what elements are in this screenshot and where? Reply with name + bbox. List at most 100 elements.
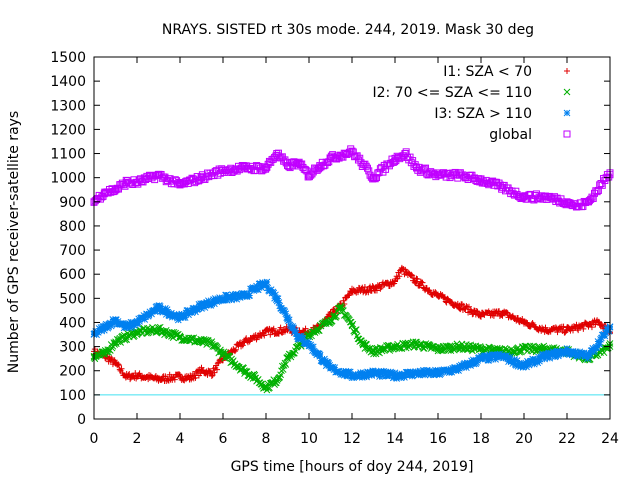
data-point [525,361,533,369]
data-point [302,325,309,332]
data-point [519,315,526,322]
data-point [426,371,434,379]
data-point [396,273,403,280]
data-point [356,154,364,162]
x-tick-label: 6 [219,431,228,447]
data-point [398,266,405,273]
data-point [261,332,268,339]
data-point [180,376,187,383]
data-point [241,367,248,375]
data-point [428,367,436,375]
data-point [272,291,279,299]
data-point [270,325,277,332]
data-point [503,352,511,359]
data-point [155,171,162,179]
data-point [299,335,307,343]
data-point [378,368,386,376]
data-point [533,356,541,364]
y-tick-label: 800 [59,219,86,235]
x-tick-label: 22 [558,431,576,447]
data-point [136,318,143,325]
legend-label: I2: 70 <= SZA <= 110 [372,85,532,101]
data-point [126,324,134,332]
data-point [187,374,194,381]
legend-marker [563,88,571,96]
y-tick-label: 500 [59,291,86,307]
data-point [105,323,112,331]
data-point [112,338,119,346]
data-point [243,293,251,300]
x-tick-label: 24 [601,431,619,447]
data-point [262,164,270,172]
data-point [435,292,441,299]
data-point [456,364,463,372]
data-point [513,357,521,364]
data-point [530,360,538,368]
data-point [456,302,463,309]
data-point [408,271,415,278]
data-point [367,283,374,290]
data-point [550,348,558,356]
x-tick-label: 8 [262,431,271,447]
data-point [254,286,262,294]
data-point [205,297,212,305]
data-point [211,295,219,302]
data-point [120,324,128,332]
data-point [262,384,270,391]
data-point [111,319,118,327]
data-point [410,274,417,281]
data-point [369,282,376,289]
data-point [118,365,125,372]
data-point [164,308,172,316]
data-point [246,292,254,299]
data-point [294,159,302,167]
legend-label: global [489,127,532,143]
data-point [520,362,528,370]
y-tick-label: 700 [59,243,86,259]
y-tick-label: 1200 [50,122,86,138]
data-point [598,334,605,342]
data-point [593,188,601,196]
data-point [94,329,102,336]
data-point [365,289,372,296]
data-point [391,372,399,379]
data-point [421,371,429,379]
data-point [580,349,588,357]
data-point [585,321,592,328]
data-point [379,372,387,380]
data-point [241,292,248,300]
data-point [477,176,485,184]
data-point [572,348,579,356]
data-point [434,345,442,353]
data-point [331,364,339,371]
data-point [377,369,384,377]
data-point [119,319,127,327]
data-point [575,327,582,334]
data-point [370,174,377,182]
data-point [325,360,333,367]
data-point [214,360,221,367]
data-point [337,304,345,312]
data-point [133,178,141,186]
data-point [171,376,178,383]
data-point [358,374,366,381]
data-point [272,379,280,387]
series-i1 [91,264,613,384]
data-point [370,369,377,377]
data-point [228,296,235,304]
y-tick-label: 900 [59,195,86,211]
data-point [376,373,383,380]
data-point [123,373,130,380]
x-tick-label: 16 [429,431,447,447]
data-point [177,373,183,380]
data-point [273,377,281,384]
data-point [402,150,410,158]
y-tick-label: 300 [59,340,86,356]
data-point [604,326,612,334]
data-point [363,373,370,381]
data-point [439,367,447,375]
data-point [448,299,455,306]
data-point [327,154,334,162]
x-tick-label: 20 [515,431,533,447]
